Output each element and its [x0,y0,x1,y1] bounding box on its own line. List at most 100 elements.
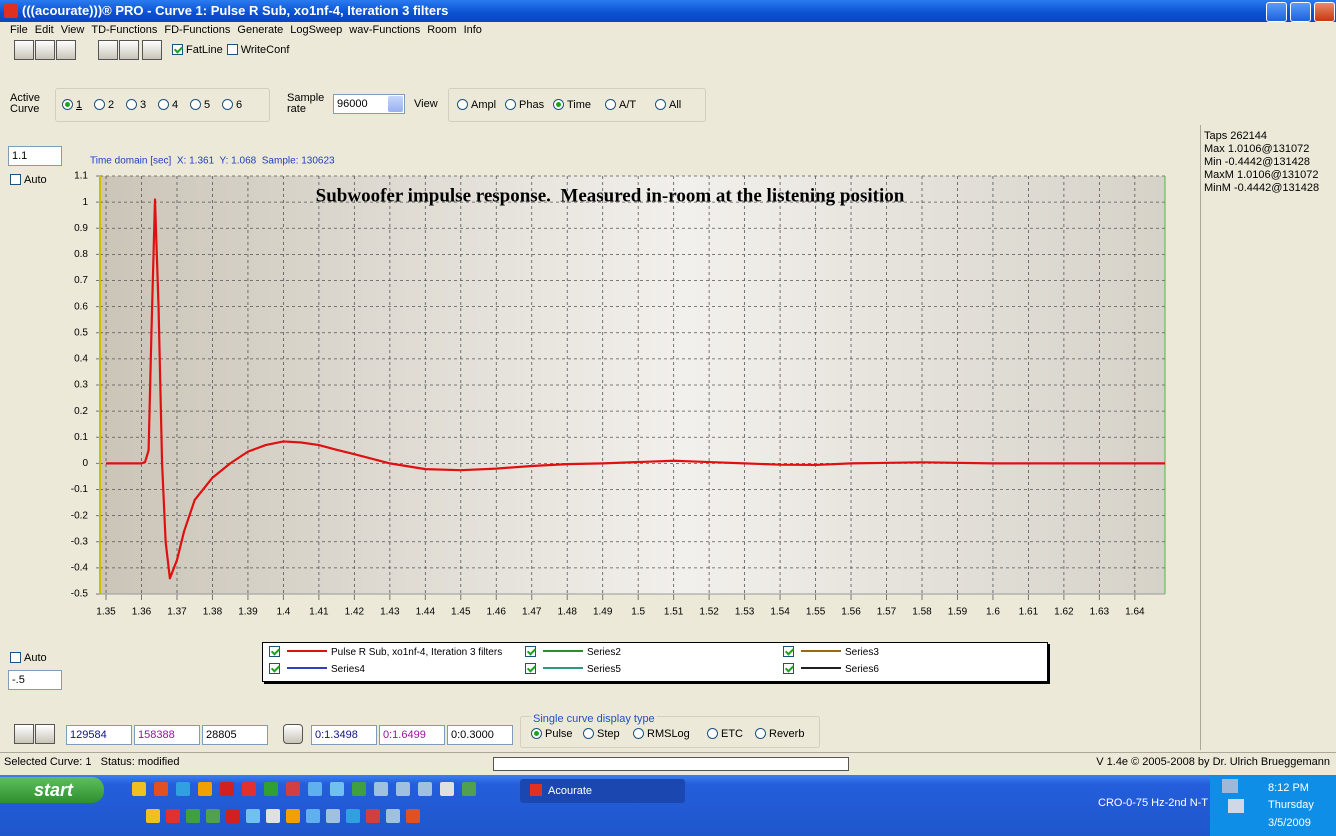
radio-button[interactable] [62,99,73,110]
quick-launch-icon[interactable] [366,809,380,823]
zoom-in-icon[interactable] [14,724,34,744]
menu-item[interactable]: View [60,24,85,36]
quick-launch-icon[interactable] [242,782,256,796]
quick-launch-icon[interactable] [352,782,366,796]
legend-item[interactable]: Pulse R Sub, xo1nf-4, Iteration 3 filter… [269,646,502,658]
toolbar-checkbox[interactable]: FatLine [172,44,223,56]
radio-button[interactable] [457,99,468,110]
time-field[interactable]: 0:1.3498 [311,725,377,745]
radio-button[interactable] [655,99,666,110]
sample-field[interactable]: 28805 [202,725,268,745]
sample-field[interactable]: 129584 [66,725,132,745]
legend-item[interactable]: Series6 [783,663,879,675]
legend-item[interactable]: Series4 [269,663,365,675]
quick-launch-icon[interactable] [176,782,190,796]
quick-launch-icon[interactable] [326,809,340,823]
tray-icon[interactable] [1228,799,1244,813]
time-field[interactable]: 0:1.6499 [379,725,445,745]
start-button[interactable]: start [0,777,104,803]
quick-launch-icon[interactable] [396,782,410,796]
quick-launch-icon[interactable] [266,809,280,823]
task-button[interactable]: Acourate [520,779,685,803]
legend-item[interactable]: Series2 [525,646,621,658]
radio-option[interactable]: 5 [190,99,210,111]
quick-launch-icon[interactable] [440,782,454,796]
zoom-out-icon[interactable] [35,724,55,744]
quick-launch-icon[interactable] [166,809,180,823]
radio-option[interactable]: RMSLog [633,728,690,740]
quick-launch-icon[interactable] [246,809,260,823]
quick-launch-icon[interactable] [198,782,212,796]
quick-launch-icon[interactable] [286,782,300,796]
quick-launch-icon[interactable] [346,809,360,823]
quick-launch-icon[interactable] [462,782,476,796]
radio-option[interactable]: 3 [126,99,146,111]
menu-item[interactable]: Generate [237,24,284,36]
clock-icon[interactable] [283,724,303,744]
radio-option[interactable]: Step [583,728,620,740]
quick-launch-icon[interactable] [306,809,320,823]
play-icon[interactable] [142,40,162,60]
radio-option[interactable]: Ampl [457,99,496,111]
quick-launch-icon[interactable] [406,809,420,823]
minimize-button[interactable] [1266,2,1287,22]
quick-launch-icon[interactable] [374,782,388,796]
menu-item[interactable]: FD-Functions [164,24,231,36]
menu-item[interactable]: LogSweep [290,24,343,36]
time-field[interactable]: 0:0.3000 [447,725,513,745]
quick-launch-icon[interactable] [146,809,160,823]
legend-item[interactable]: Series3 [783,646,879,658]
quick-launch-icon[interactable] [186,809,200,823]
quick-launch-icon[interactable] [154,782,168,796]
open-icon[interactable] [14,40,34,60]
checkbox[interactable] [783,646,794,657]
quick-launch-icon[interactable] [386,809,400,823]
sample-field[interactable]: 158388 [134,725,200,745]
radio-button[interactable] [94,99,105,110]
radio-button[interactable] [755,728,766,739]
quick-launch-icon[interactable] [418,782,432,796]
dropdown-button[interactable] [388,96,403,112]
radio-option[interactable]: Time [553,99,591,111]
checkbox[interactable] [269,646,280,657]
checkbox[interactable] [783,663,794,674]
radio-option[interactable]: A/T [605,99,636,111]
y-max-input[interactable]: 1.1 [8,146,62,166]
tray-icon[interactable] [1222,779,1238,793]
menu-item[interactable]: Room [427,24,457,36]
radio-option[interactable]: All [655,99,681,111]
menu-item[interactable]: wav-Functions [349,24,421,36]
save-icon[interactable] [35,40,55,60]
close-button[interactable] [1314,2,1335,22]
quick-launch-icon[interactable] [330,782,344,796]
trash-icon[interactable] [119,40,139,60]
radio-button[interactable] [633,728,644,739]
radio-button[interactable] [158,99,169,110]
radio-option[interactable]: 4 [158,99,178,111]
auto-bottom[interactable]: Auto [10,652,47,664]
quick-launch-icon[interactable] [264,782,278,796]
menu-item[interactable]: Info [463,24,482,36]
radio-option[interactable]: Pulse [531,728,573,740]
toolbar-checkbox[interactable]: WriteConf [226,44,289,56]
y-min-input[interactable]: -.5 [8,670,62,690]
menu-item[interactable]: TD-Functions [91,24,158,36]
settings-icon[interactable] [56,40,76,60]
quick-launch-icon[interactable] [206,809,220,823]
radio-option[interactable]: 1 [62,99,82,111]
checkbox[interactable] [226,44,238,55]
checkbox[interactable] [525,646,536,657]
radio-button[interactable] [553,99,564,110]
checkbox[interactable] [525,663,536,674]
radio-option[interactable]: Phas [505,99,544,111]
menu-item[interactable]: File [10,24,28,36]
quick-launch-icon[interactable] [308,782,322,796]
radio-button[interactable] [222,99,233,110]
radio-button[interactable] [707,728,718,739]
radio-button[interactable] [190,99,201,110]
maximize-button[interactable] [1290,2,1311,22]
legend-item[interactable]: Series5 [525,663,621,675]
menu-item[interactable]: Edit [34,24,54,36]
quick-launch-icon[interactable] [220,782,234,796]
radio-option[interactable]: 6 [222,99,242,111]
